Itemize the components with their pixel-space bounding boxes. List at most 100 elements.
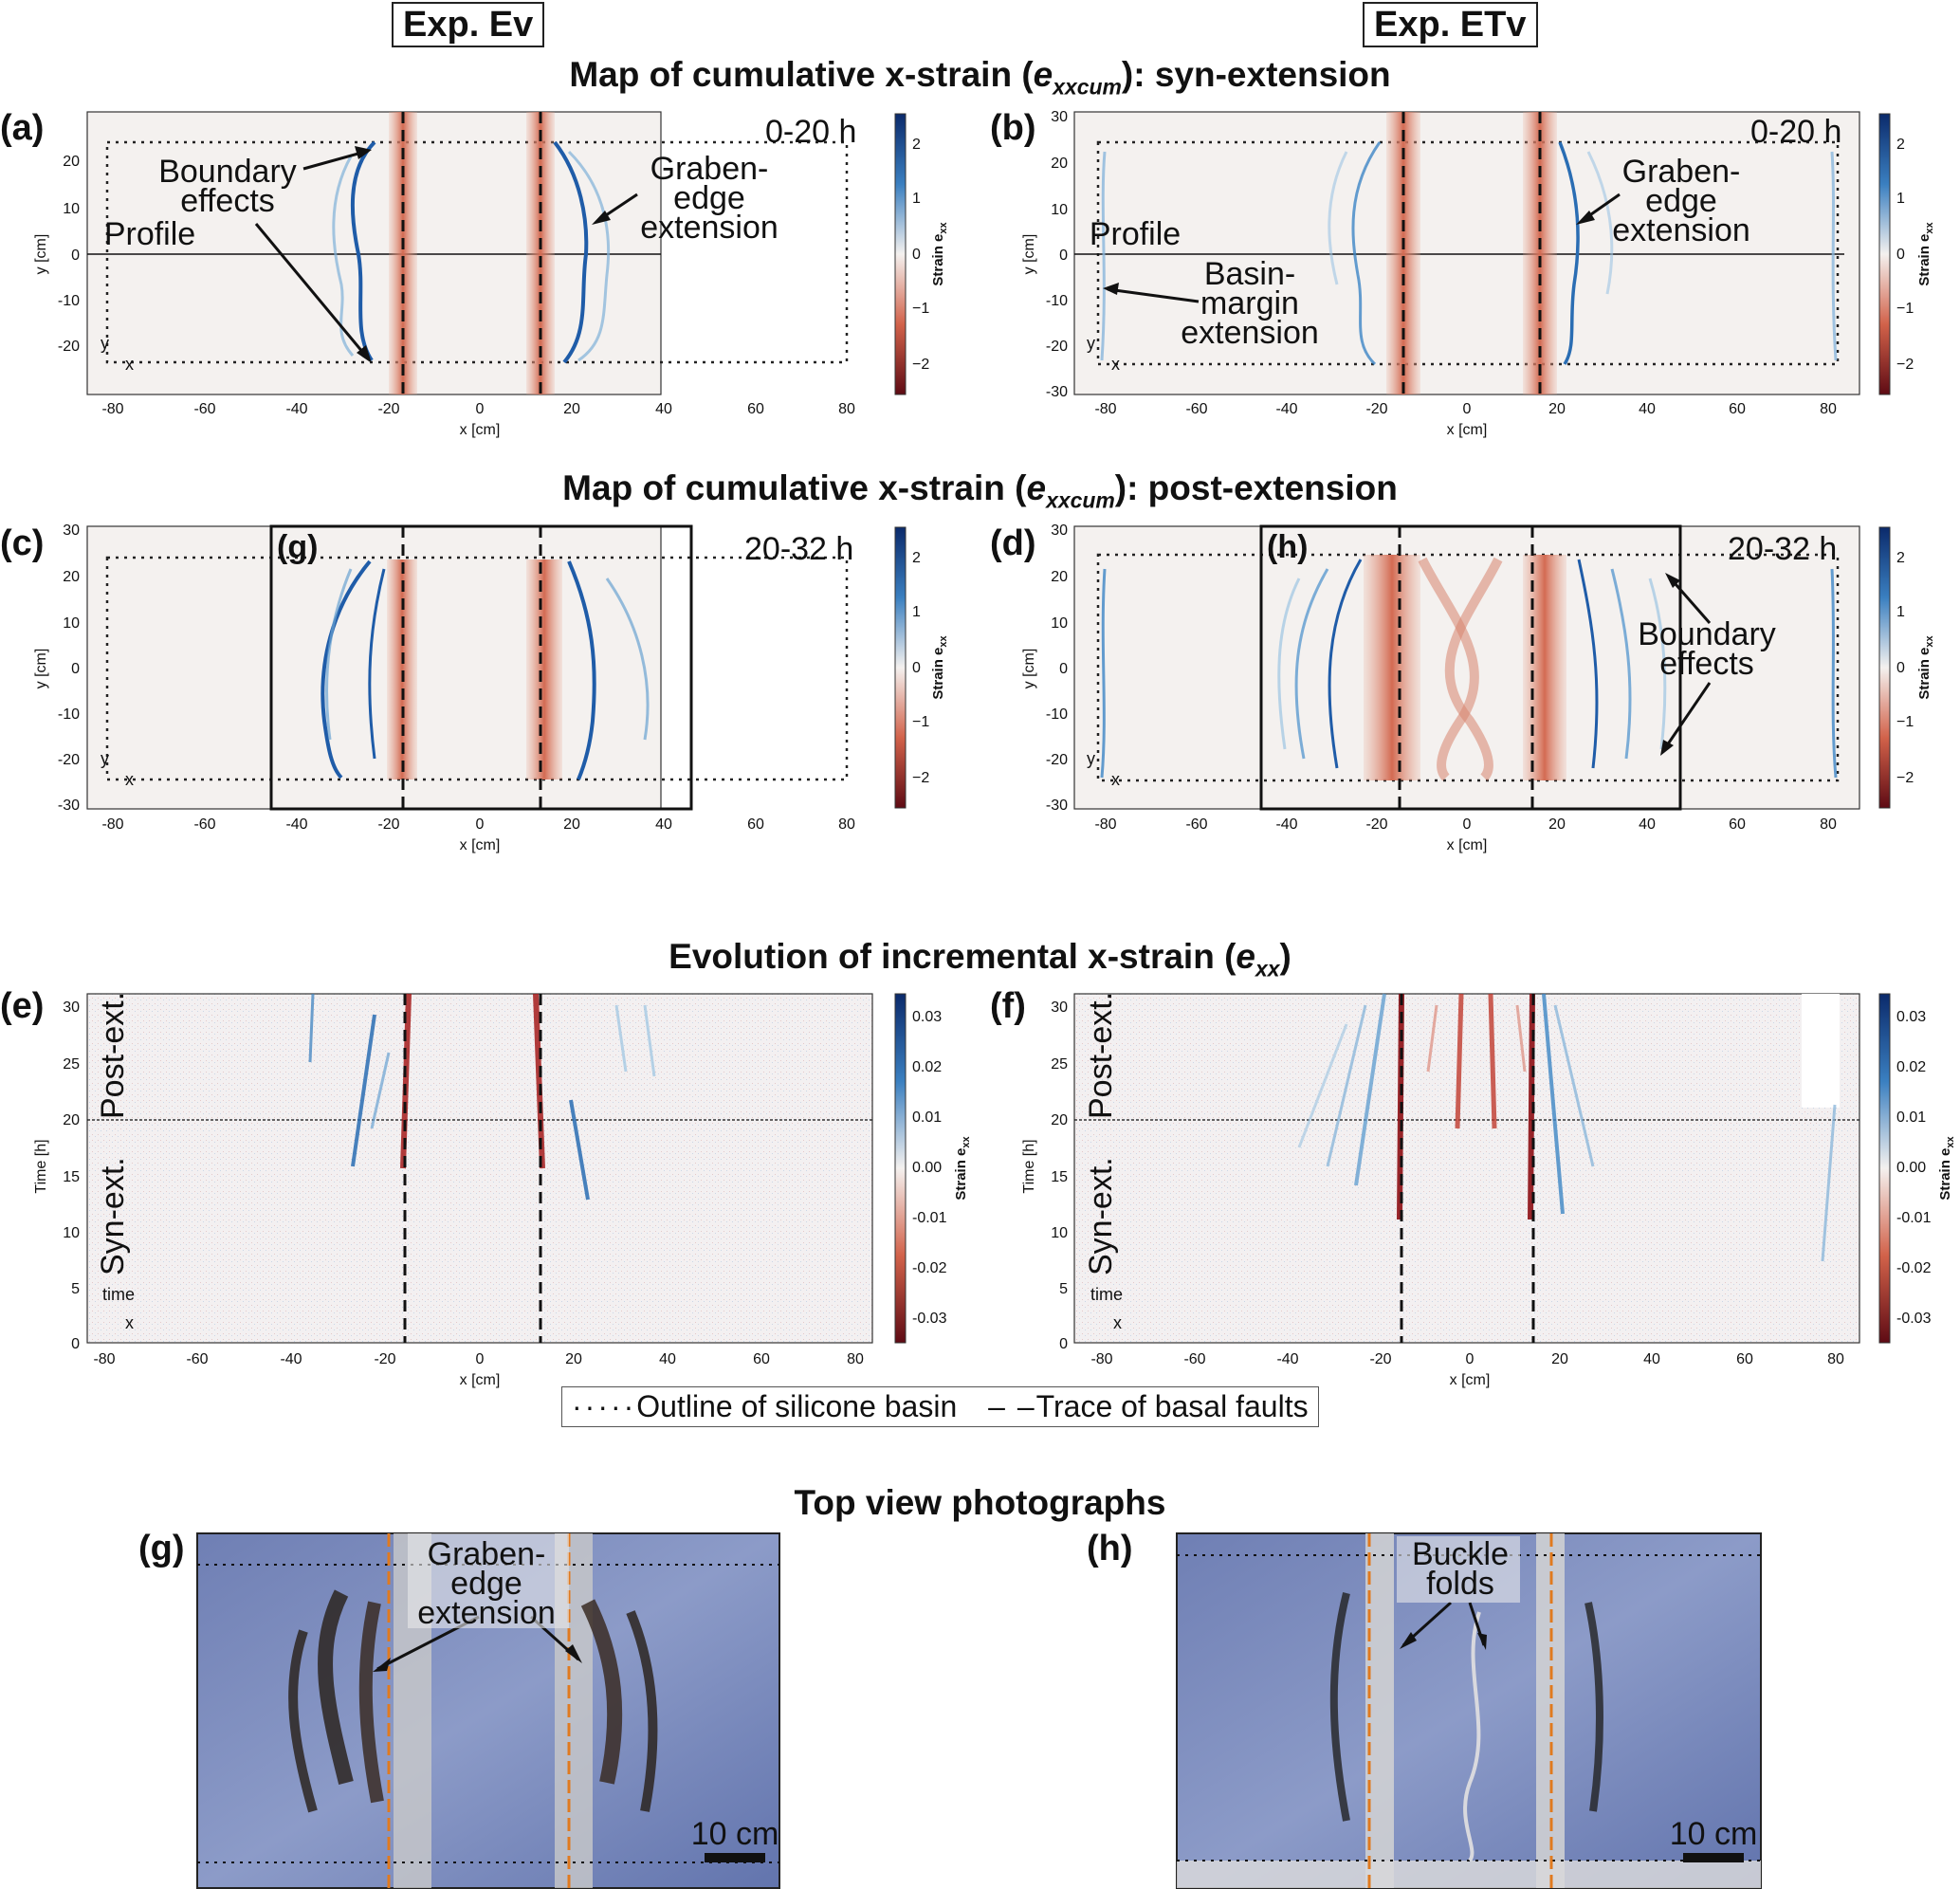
svg-text:10: 10 xyxy=(63,201,80,217)
svg-text:0: 0 xyxy=(476,1351,485,1367)
svg-text:0.03: 0.03 xyxy=(912,1009,942,1025)
photo-h-scale-bar xyxy=(1683,1853,1744,1862)
section-title-evolution: Evolution of incremental x-strain (exx) xyxy=(669,937,1291,981)
section-title-photos: Top view photographs xyxy=(794,1483,1166,1522)
svg-text:0: 0 xyxy=(1896,247,1905,263)
time-b: 0-20 h xyxy=(1750,114,1841,150)
ann-h-2: folds xyxy=(1426,1566,1494,1602)
panel-b-map xyxy=(1073,111,1860,395)
panel-label-a: (a) xyxy=(0,108,45,148)
ann-b-basin-3: extension xyxy=(1181,315,1319,351)
legend-dashed-symbol: – – xyxy=(988,1389,1036,1423)
svg-text:20: 20 xyxy=(63,569,80,585)
svg-text:20: 20 xyxy=(563,816,580,833)
tick-a-x8: 80 xyxy=(838,401,855,417)
svg-text:-80: -80 xyxy=(1094,816,1116,833)
svg-text:1: 1 xyxy=(912,604,921,620)
svg-text:80: 80 xyxy=(1827,1351,1844,1367)
svg-text:15: 15 xyxy=(1051,1169,1068,1185)
svg-text:20: 20 xyxy=(63,154,80,170)
panel-a-basin-outline xyxy=(105,140,849,364)
svg-text:60: 60 xyxy=(1729,401,1746,417)
svg-text:−2: −2 xyxy=(912,770,929,786)
colorbar-e xyxy=(894,993,907,1344)
svg-text:25: 25 xyxy=(1051,1056,1068,1073)
colorbar-c xyxy=(894,526,907,809)
ylabel-a: y [cm] xyxy=(33,234,49,275)
ann-e-syn: Syn-ext. xyxy=(95,1157,131,1275)
svg-text:-30: -30 xyxy=(58,798,80,814)
panel-a-strain-right xyxy=(553,140,589,364)
svg-text:1: 1 xyxy=(1896,191,1905,207)
svg-text:60: 60 xyxy=(1729,816,1746,833)
ann-a-graben-2: edge xyxy=(673,180,745,216)
cb-label-f: Strain exx xyxy=(1937,1135,1956,1200)
svg-text:40: 40 xyxy=(659,1351,676,1367)
svg-text:30: 30 xyxy=(1051,109,1068,125)
svg-text:2: 2 xyxy=(912,550,921,566)
svg-text:0: 0 xyxy=(1466,1351,1475,1367)
panel-label-f: (f) xyxy=(990,986,1026,1026)
legend: ·····Outline of silicone basin – –Trace … xyxy=(561,1386,1319,1427)
svg-text:80: 80 xyxy=(1820,816,1837,833)
tick-a-x7: 60 xyxy=(747,401,764,417)
panel-f-frame xyxy=(1073,993,1860,1344)
inset-label-c: (g) xyxy=(277,529,318,565)
colorbar-a xyxy=(894,113,907,395)
svg-text:10: 10 xyxy=(63,1225,80,1241)
svg-text:0: 0 xyxy=(476,816,485,833)
svg-text:20: 20 xyxy=(1051,1112,1068,1128)
panel-d-frame xyxy=(1073,525,1860,810)
svg-text:-60: -60 xyxy=(1185,401,1207,417)
svg-text:−2: −2 xyxy=(1896,357,1914,373)
tick-a-x5: 20 xyxy=(563,401,580,417)
panel-c-frame xyxy=(86,525,662,810)
panel-label-g: (g) xyxy=(138,1529,185,1568)
svg-text:10: 10 xyxy=(63,615,80,632)
ann-d-boundary-2: effects xyxy=(1659,646,1754,682)
ann-b-graben-2: edge xyxy=(1645,183,1717,219)
ann-f-syn: Syn-ext. xyxy=(1083,1157,1119,1275)
svg-text:30: 30 xyxy=(1051,1000,1068,1016)
svg-text:10: 10 xyxy=(1051,202,1068,218)
svg-text:0: 0 xyxy=(912,247,921,263)
svg-text:2: 2 xyxy=(912,137,921,153)
svg-text:-20: -20 xyxy=(1046,752,1068,768)
svg-text:-40: -40 xyxy=(1275,816,1297,833)
panel-e-evolution xyxy=(86,993,873,1344)
svg-text:-20: -20 xyxy=(1365,816,1387,833)
cb-label-e: Strain exx xyxy=(953,1135,972,1200)
svg-text:-20: -20 xyxy=(374,1351,395,1367)
section-title-post: Map of cumulative x-strain (exxcum): pos… xyxy=(562,468,1398,513)
panel-label-e: (e) xyxy=(0,986,45,1026)
svg-text:0: 0 xyxy=(1896,660,1905,676)
ann-g-3: extension xyxy=(417,1595,556,1631)
panel-c-inset-box xyxy=(269,524,693,811)
ann-b-basin-1: Basin- xyxy=(1204,256,1295,292)
svg-text:20: 20 xyxy=(1548,816,1566,833)
ann-a-profile: Profile xyxy=(104,216,195,252)
svg-text:-20: -20 xyxy=(58,339,80,355)
svg-text:y [cm]: y [cm] xyxy=(33,649,49,689)
svg-text:x [cm]: x [cm] xyxy=(1450,1372,1491,1388)
cb-label-d: Strain exx xyxy=(1916,634,1935,699)
time-c: 20-32 h xyxy=(744,531,853,567)
svg-text:10: 10 xyxy=(1051,1225,1068,1241)
legend-outline-label: Outline of silicone basin xyxy=(636,1389,958,1423)
svg-text:5: 5 xyxy=(1059,1281,1068,1297)
legend-faults-label: Trace of basal faults xyxy=(1035,1389,1309,1423)
svg-text:2: 2 xyxy=(1896,137,1905,153)
svg-text:40: 40 xyxy=(655,816,672,833)
svg-text:-40: -40 xyxy=(1276,1351,1298,1367)
exp-ev-label: Exp. Ev xyxy=(392,2,545,47)
xlabel-a: x [cm] xyxy=(460,422,501,438)
panel-label-c: (c) xyxy=(0,523,45,563)
panel-d-basin-outline xyxy=(1096,553,1840,782)
panel-b-basin-outline xyxy=(1096,140,1840,366)
ann-h-1: Buckle xyxy=(1412,1536,1509,1572)
svg-text:-80: -80 xyxy=(101,816,123,833)
ann-a-boundary-1: Boundary xyxy=(158,154,297,190)
svg-text:-60: -60 xyxy=(193,816,215,833)
svg-text:20: 20 xyxy=(1551,1351,1568,1367)
